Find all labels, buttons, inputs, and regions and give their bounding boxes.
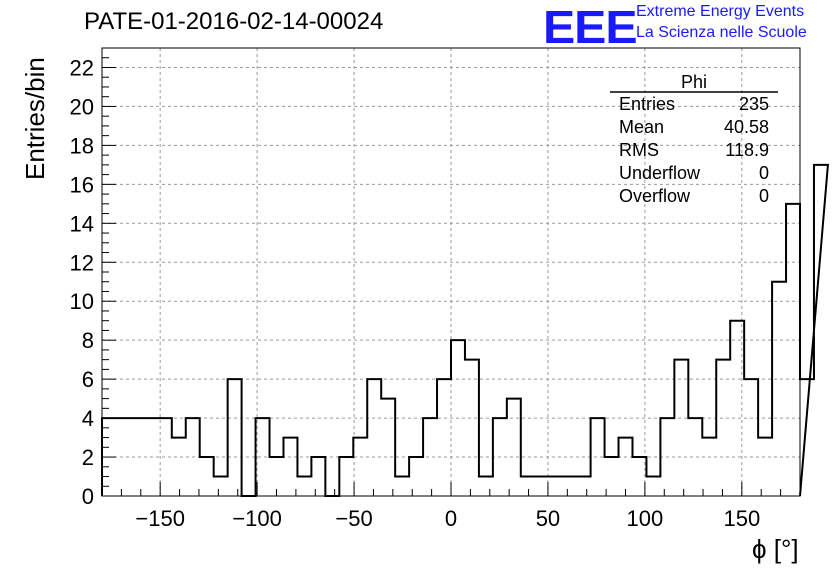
x-tick-label: 150: [723, 506, 760, 531]
stats-row-value: 40.58: [724, 117, 769, 137]
stats-row-value: 0: [759, 186, 769, 206]
histogram-bin: [521, 477, 535, 496]
histogram-bin: [549, 477, 563, 496]
y-tick-label: 18: [70, 133, 94, 158]
y-tick-label: 10: [70, 289, 94, 314]
x-tick-label: −150: [135, 506, 185, 531]
histogram-bin: [214, 477, 228, 496]
stats-row-label: Underflow: [619, 163, 701, 183]
y-tick-label: 22: [70, 55, 94, 80]
histogram-bin: [716, 360, 730, 496]
histogram-bin: [674, 360, 688, 496]
y-tick-label: 4: [82, 406, 94, 431]
x-tick-label: 100: [627, 506, 664, 531]
histogram-bins: [102, 165, 828, 496]
stats-row-label: Overflow: [619, 186, 691, 206]
grid-lines: [102, 48, 800, 496]
stats-row-label: Entries: [619, 94, 675, 114]
stats-row-label: Mean: [619, 117, 664, 137]
histogram-bin: [577, 477, 591, 496]
y-tick-label: 16: [70, 172, 94, 197]
histogram-bin: [172, 438, 186, 496]
x-tick-label: 0: [445, 506, 457, 531]
y-tick-label: 14: [70, 211, 94, 236]
histogram-bin: [479, 477, 493, 496]
histogram-bin: [437, 379, 451, 496]
eee-logo: EEE: [543, 1, 638, 53]
stats-row-value: 235: [739, 94, 769, 114]
x-tick-label: −50: [335, 506, 372, 531]
histogram-bin: [814, 165, 828, 496]
y-tick-label: 2: [82, 445, 94, 470]
histogram-bin: [786, 204, 800, 496]
histogram-bin: [632, 457, 646, 496]
histogram-bin: [283, 438, 297, 496]
y-tick-label: 6: [82, 367, 94, 392]
histogram-bin: [395, 477, 409, 496]
histogram-bin: [311, 457, 325, 496]
histogram-bin: [744, 379, 758, 496]
chart-title: PATE-01-2016-02-14-00024: [84, 8, 384, 35]
stats-box-name: Phi: [681, 72, 707, 92]
histogram-bin: [758, 438, 772, 496]
histogram-bin: [409, 457, 423, 496]
logo-line-2: La Scienza nelle Scuole: [636, 24, 807, 41]
histogram-bin: [646, 477, 660, 496]
histogram-bin: [535, 477, 549, 496]
y-tick-label: 8: [82, 328, 94, 353]
histogram-bin: [381, 399, 395, 496]
y-tick-label: 20: [70, 94, 94, 119]
histogram-bin: [367, 379, 381, 496]
y-tick-label: 0: [82, 484, 94, 509]
y-tick-label: 12: [70, 250, 94, 275]
histogram-bin: [619, 438, 633, 496]
stats-row-label: RMS: [619, 140, 659, 160]
histogram-outline: [101, 163, 830, 497]
logo-line-1: Extreme Energy Events: [636, 3, 805, 20]
x-tick-label: 50: [536, 506, 560, 531]
histogram-bin: [256, 418, 270, 496]
histogram-bin: [563, 477, 577, 496]
histogram-bin: [297, 477, 311, 496]
stats-row-value: 0: [759, 163, 769, 183]
histogram-bin: [200, 457, 214, 496]
histogram-bin: [339, 457, 353, 496]
stats-row-value: 118.9: [725, 140, 769, 160]
histogram-bin: [605, 457, 619, 496]
histogram-bin: [702, 438, 716, 496]
histogram-bin: [228, 379, 242, 496]
histogram-bin: [772, 282, 786, 496]
histogram-bin: [465, 360, 479, 496]
histogram-bin: [353, 438, 367, 496]
x-tick-label: −100: [232, 506, 282, 531]
x-axis-label: ϕ [°]: [752, 534, 799, 564]
histogram-bin: [507, 399, 521, 496]
